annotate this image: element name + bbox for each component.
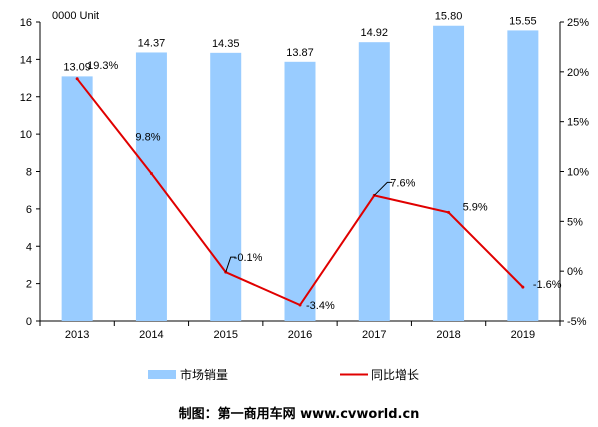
bar-value-label: 14.37 [138, 37, 166, 49]
line-series [75, 77, 525, 307]
bar-value-labels: 13.09 14.37 14.35 13.87 14.92 15.80 15.55 [63, 11, 536, 74]
line-value-label: 7.6% [390, 177, 415, 189]
right-axis-tick-label: 10% [567, 167, 589, 179]
line-point [149, 171, 153, 175]
label-leader-line [225, 256, 236, 273]
legend-bar-label: 市场销量 [180, 367, 228, 382]
x-axis-tick-label: 2015 [213, 329, 237, 341]
x-axis-tick-label: 2014 [139, 329, 163, 341]
chart-credit: 制图：第一商用车网 www.cvworld.cn [179, 406, 420, 422]
right-axis-tick-label: 25% [567, 17, 589, 29]
x-axis-tick-label: 2017 [362, 329, 386, 341]
left-axis-tick-label: 10 [20, 129, 32, 141]
line-point [521, 285, 525, 289]
bar-value-label: 14.92 [361, 27, 389, 39]
bar-value-label: 14.35 [212, 38, 240, 50]
left-axis-tick-label: 0 [26, 316, 32, 328]
x-axis-tick-label: 2018 [436, 329, 460, 341]
left-axis-tick-label: 12 [20, 92, 32, 104]
line-value-label: 19.3% [87, 60, 118, 72]
bar-value-label: 15.55 [509, 15, 537, 27]
x-axis-tick-label: 2019 [511, 329, 535, 341]
left-axis-tick-label: 8 [26, 167, 32, 179]
line-value-label: -3.4% [306, 300, 335, 312]
right-axis-tick-label: 0% [567, 266, 583, 278]
right-axis-tick-label: -5% [567, 316, 587, 328]
bar [433, 25, 465, 322]
line-value-label: -1.6% [533, 279, 562, 291]
bar-value-label: 13.87 [286, 47, 314, 59]
right-axis-tick-label: 20% [567, 67, 589, 79]
x-axis-tick-label: 2016 [288, 329, 312, 341]
label-leader-line [373, 181, 393, 196]
bar-series [61, 25, 539, 322]
x-axis: 2013 2014 2015 2016 2017 2018 2019 [39, 320, 561, 341]
line-value-label: 9.8% [135, 131, 160, 143]
left-axis-tick-label: 16 [20, 17, 32, 29]
bar [358, 42, 390, 322]
line-point [298, 303, 302, 307]
line-point [75, 77, 79, 81]
line-point [447, 210, 451, 214]
line-value-labels: 19.3% 9.8% -0.1% -3.4% 7.6% 5.9% -1.6% [87, 60, 562, 312]
right-axis-tick-label: 15% [567, 117, 589, 129]
left-axis-tick-label: 14 [20, 54, 32, 66]
line-value-label: 5.9% [463, 201, 488, 213]
legend: 市场销量 同比增长 [148, 367, 419, 382]
bar-value-label: 13.09 [63, 61, 91, 73]
bar-value-label: 15.80 [435, 11, 463, 23]
unit-label: 0000 Unit [52, 10, 99, 22]
bar [210, 52, 242, 321]
right-axis: -5% 0% 5% 10% 15% 20% 25% [559, 17, 589, 328]
left-axis-tick-label: 2 [26, 279, 32, 291]
bar [284, 61, 316, 321]
right-axis-tick-label: 5% [567, 216, 583, 228]
line-value-label: -0.1% [234, 252, 263, 264]
bar [507, 30, 539, 322]
x-axis-tick-label: 2013 [65, 329, 89, 341]
legend-line-label: 同比增长 [371, 368, 419, 382]
left-axis: 0 2 4 6 8 10 12 14 16 [20, 17, 41, 328]
legend-bar-swatch [148, 370, 176, 379]
left-axis-tick-label: 6 [26, 204, 32, 216]
bar [61, 76, 93, 322]
left-axis-tick-label: 4 [26, 241, 32, 253]
